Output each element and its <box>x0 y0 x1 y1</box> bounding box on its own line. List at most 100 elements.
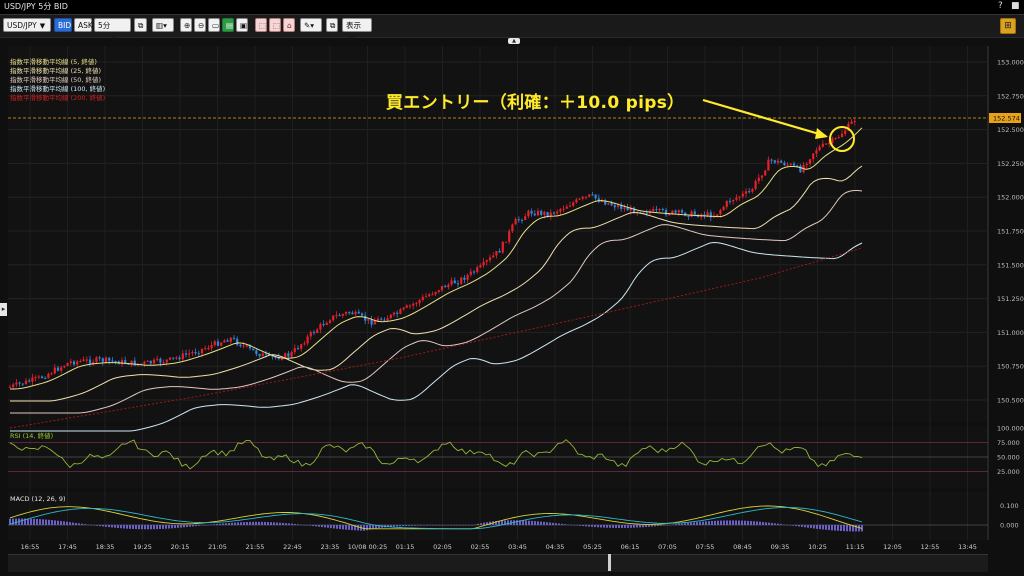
zoom-out-icon[interactable]: ⊖ <box>194 18 206 32</box>
symbol-select[interactable]: USD/JPY ▼ <box>3 18 51 32</box>
help-icon[interactable]: ? <box>998 1 1003 11</box>
macd-histogram-bar <box>261 521 263 525</box>
candle-body <box>114 360 117 362</box>
macd-histogram-bar <box>681 523 683 525</box>
time-tick: 09:35 <box>771 543 790 551</box>
macd-histogram-bar <box>561 523 563 525</box>
window-icon[interactable]: ▭ <box>208 18 220 32</box>
candle-body <box>482 261 485 266</box>
copy-icon[interactable]: ⧉ <box>326 18 338 32</box>
order-icon[interactable]: ⬚ <box>255 18 267 32</box>
macd-histogram-bar <box>66 521 68 525</box>
chart-type-icon[interactable]: ▥▾ <box>152 18 174 32</box>
link-icon[interactable]: ⧉ <box>134 18 147 32</box>
candle-body <box>18 382 21 384</box>
macd-histogram-bar <box>219 523 221 525</box>
macd-histogram-bar <box>228 522 230 525</box>
candle-body <box>79 361 82 363</box>
macd-histogram-bar <box>753 521 755 525</box>
display-menu[interactable]: 表示 ▼ <box>342 18 372 44</box>
candle-body <box>751 188 754 192</box>
time-tick: 13:45 <box>958 543 977 551</box>
bid-button[interactable]: BID <box>54 18 72 32</box>
price-tick: 151.750 <box>997 228 1024 236</box>
macd-histogram-bar <box>462 525 464 526</box>
candle-body <box>56 367 60 371</box>
settings-icon[interactable]: ⊞ <box>1000 18 1016 34</box>
candle-body <box>770 159 773 161</box>
price-tick: 152.000 <box>997 194 1024 202</box>
collapse-icon[interactable]: ▲ <box>508 38 520 44</box>
macd-histogram-bar <box>276 522 278 525</box>
macd-histogram-bar <box>612 525 614 528</box>
time-tick: 04:35 <box>546 543 565 551</box>
time-tick: 10/08 00:25 <box>348 543 388 551</box>
entry-circle <box>829 126 855 152</box>
order-cancel-icon[interactable]: ⌂ <box>283 18 295 32</box>
candle-body <box>392 312 396 315</box>
macd-histogram-bar <box>24 518 26 525</box>
macd-histogram-bar <box>105 525 107 527</box>
candle-body <box>127 363 130 365</box>
macd-histogram-bar <box>366 525 368 531</box>
candle-body <box>674 210 677 213</box>
rsi-tick: 75.000 <box>997 439 1020 447</box>
macd-histogram-bar <box>774 523 776 525</box>
macd-histogram-bar <box>351 525 353 531</box>
time-tick: 03:45 <box>508 543 527 551</box>
candle-body <box>664 209 668 215</box>
candle-body <box>776 160 780 163</box>
order-edit-icon[interactable]: ⬚ <box>269 18 281 32</box>
candle-body <box>853 121 856 123</box>
macd-histogram-bar <box>570 524 572 526</box>
ask-button[interactable]: ASK <box>74 18 93 32</box>
candle-body <box>645 212 648 214</box>
time-tick: 05:25 <box>583 543 602 551</box>
candle-body <box>805 163 808 166</box>
macd-histogram-bar <box>345 525 347 530</box>
candle-body <box>831 138 834 143</box>
macd-histogram-bar <box>147 525 149 530</box>
candle-body <box>600 200 604 202</box>
candle-body <box>216 341 220 346</box>
macd-histogram-bar <box>87 524 89 526</box>
candle-body <box>424 296 428 298</box>
macd-histogram-bar <box>726 520 728 525</box>
candle-body <box>322 324 325 326</box>
scroll-thumb[interactable] <box>608 554 611 571</box>
time-tick: 20:15 <box>171 543 190 551</box>
zoom-in-icon[interactable]: ⊕ <box>180 18 192 32</box>
macd-histogram-bar <box>723 520 725 525</box>
ema25-line <box>10 165 863 402</box>
macd-histogram-bar <box>183 525 185 528</box>
candle-body <box>732 199 735 202</box>
macd-histogram-bar <box>129 525 131 529</box>
macd-histogram-bar <box>849 525 851 532</box>
layout-icon[interactable]: ▤ <box>222 18 234 32</box>
candle-body <box>213 341 216 346</box>
candle-body <box>517 219 520 221</box>
panel-icon[interactable]: ▣ <box>236 18 248 32</box>
macd-histogram-bar <box>9 518 11 525</box>
macd-histogram-bar <box>438 525 440 526</box>
time-tick: 07:55 <box>696 543 715 551</box>
candle-body <box>709 212 712 218</box>
macd-histogram-bar <box>474 524 476 526</box>
candle-body <box>50 373 53 375</box>
macd-histogram-bar <box>477 523 479 525</box>
draw-tool-icon[interactable]: ✎▾ <box>300 18 322 32</box>
side-panel-toggle[interactable]: ▸ <box>0 303 7 316</box>
time-tick: 01:15 <box>396 543 415 551</box>
candle-body <box>789 163 792 165</box>
candle-body <box>821 143 824 147</box>
macd-histogram-bar <box>630 525 632 528</box>
time-scrollbar[interactable] <box>8 554 988 572</box>
macd-histogram-bar <box>168 525 170 529</box>
macd-histogram-bar <box>423 525 425 526</box>
timeframe-select[interactable]: 5分▼ <box>94 18 131 44</box>
close-icon[interactable]: ■ <box>1011 1 1020 11</box>
candle-body <box>312 332 316 334</box>
candle-body <box>620 205 623 209</box>
candle-body <box>341 313 344 316</box>
candle-body <box>12 384 15 387</box>
